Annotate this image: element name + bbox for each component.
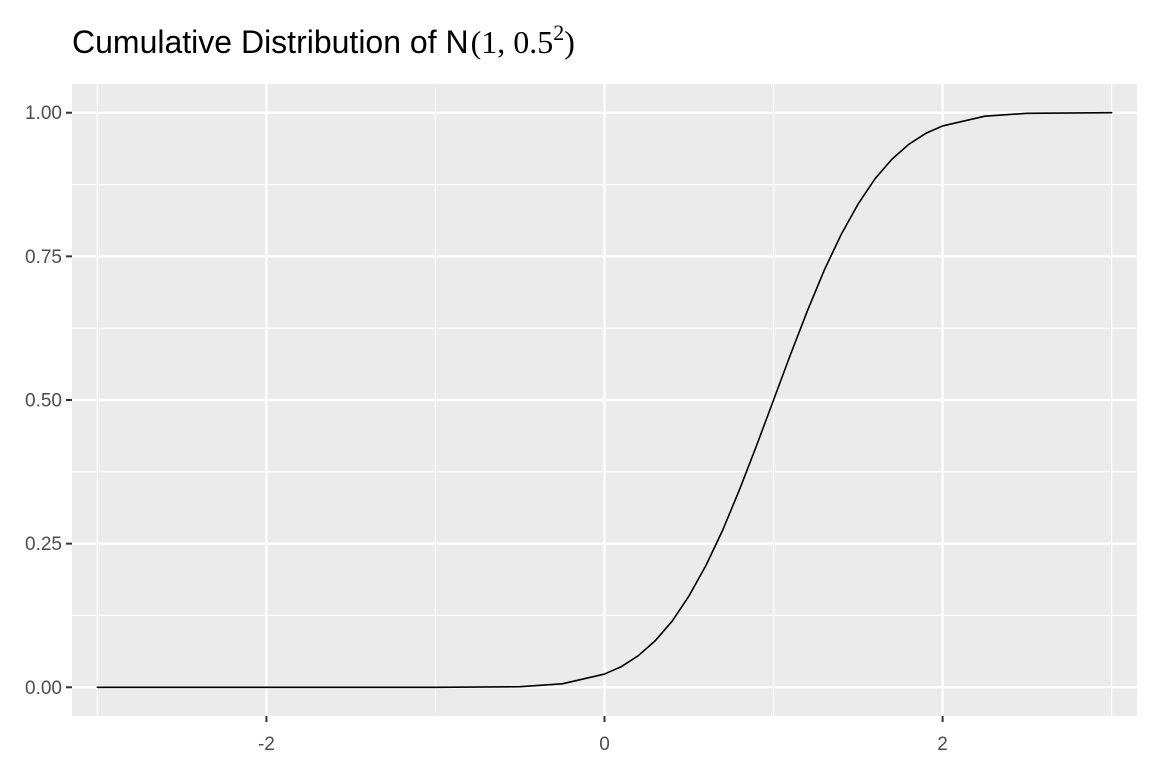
x-tick-label: 0 bbox=[599, 734, 610, 755]
chart-title-close-paren: ) bbox=[564, 24, 575, 60]
x-tick-label: -2 bbox=[258, 734, 275, 755]
chart-title-exponent: 2 bbox=[553, 20, 564, 45]
y-tick-label: 0.00 bbox=[25, 678, 62, 699]
y-tick-label: 1.00 bbox=[25, 103, 62, 124]
chart-title-prefix: Cumulative Distribution of N bbox=[72, 24, 469, 60]
series-layer bbox=[96, 111, 1113, 689]
y-tick-label: 0.75 bbox=[25, 247, 62, 268]
chart-title-open-paren: ( bbox=[471, 24, 482, 60]
chart-title: Cumulative Distribution of N(1, 0.52) bbox=[72, 20, 575, 60]
x-axis: -2 0 2 bbox=[258, 716, 948, 755]
cdf-series-line bbox=[96, 111, 1113, 689]
y-axis: 0.00 0.25 0.50 0.75 1.00 bbox=[25, 103, 72, 699]
major-gridlines bbox=[72, 84, 1137, 716]
y-tick-label: 0.50 bbox=[25, 391, 62, 412]
chart-title-args: 1, 0.5 bbox=[481, 24, 553, 60]
x-tick-label: 2 bbox=[937, 734, 948, 755]
y-tick-label: 0.25 bbox=[25, 534, 62, 555]
